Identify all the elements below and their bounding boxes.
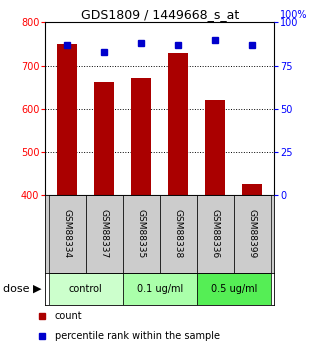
Text: count: count	[55, 312, 82, 322]
Bar	[57, 44, 77, 195]
Bar	[94, 81, 114, 195]
Text: GSM88338: GSM88338	[174, 209, 183, 258]
Bar	[205, 100, 225, 195]
Bar	[197, 273, 271, 305]
Bar	[197, 195, 234, 273]
Bar	[131, 78, 152, 195]
Bar	[160, 195, 197, 273]
Text: GSM88399: GSM88399	[248, 209, 257, 258]
Bar	[123, 273, 197, 305]
Text: 0.5 ug/ml: 0.5 ug/ml	[211, 284, 257, 294]
Text: control: control	[69, 284, 102, 294]
Text: 0.1 ug/ml: 0.1 ug/ml	[136, 284, 183, 294]
Text: GSM88336: GSM88336	[211, 209, 220, 258]
Bar	[49, 195, 86, 273]
Text: percentile rank within the sample: percentile rank within the sample	[55, 331, 220, 341]
Text: GSM88337: GSM88337	[100, 209, 109, 258]
Bar	[168, 53, 188, 195]
Text: 100%: 100%	[280, 10, 308, 20]
Title: GDS1809 / 1449668_s_at: GDS1809 / 1449668_s_at	[81, 8, 239, 21]
Text: GSM88335: GSM88335	[137, 209, 146, 258]
Bar	[123, 195, 160, 273]
Text: GSM88334: GSM88334	[63, 209, 72, 258]
Text: dose ▶: dose ▶	[3, 284, 42, 294]
Bar	[242, 184, 263, 195]
Bar	[234, 195, 271, 273]
Bar	[86, 195, 123, 273]
Bar	[49, 273, 123, 305]
